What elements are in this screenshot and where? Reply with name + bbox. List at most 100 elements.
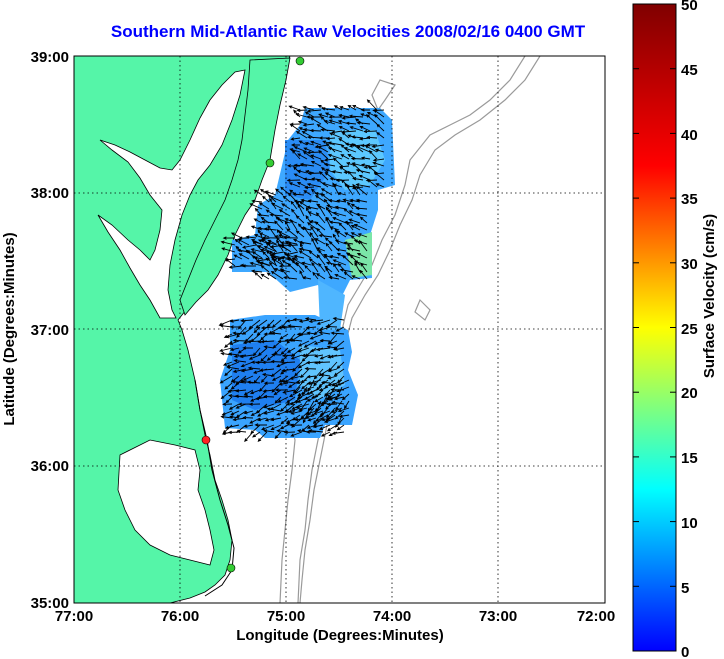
current-vector-arrow	[347, 104, 357, 111]
station-marker-south	[226, 563, 236, 573]
current-vector-arrow	[229, 415, 240, 419]
current-vector-arrow	[233, 254, 243, 260]
current-vector-arrow	[297, 340, 310, 347]
current-vector-arrow	[308, 319, 324, 324]
current-vector-arrow	[262, 195, 270, 203]
current-vector-arrow	[313, 326, 324, 336]
current-vector-arrow	[333, 347, 345, 351]
current-vector-arrow	[278, 209, 291, 217]
current-vector-arrow	[250, 248, 264, 253]
current-vector-arrow	[310, 140, 322, 146]
current-vector-arrow	[345, 121, 357, 125]
current-vector-arrow	[376, 131, 385, 139]
current-vector-arrow	[355, 212, 368, 217]
current-vector-arrow	[328, 275, 340, 280]
current-vector-arrow	[291, 149, 301, 160]
current-vector-arrow	[261, 237, 271, 246]
current-vector-arrow	[261, 220, 277, 224]
current-vector-arrow	[366, 99, 378, 111]
colorbar-ticks	[633, 3, 676, 652]
current-vector-arrow	[279, 333, 289, 340]
current-vector-arrow	[304, 366, 317, 371]
current-vector-arrow	[315, 212, 326, 224]
current-vector-arrow	[263, 245, 278, 253]
colorbar	[632, 3, 677, 652]
current-vector-arrow	[307, 211, 319, 217]
current-vector-arrow	[356, 121, 371, 125]
current-vector-arrow	[260, 339, 275, 344]
current-vector-arrow	[222, 402, 233, 406]
current-vector-arrow	[336, 424, 345, 431]
current-vector-arrow	[259, 232, 270, 238]
current-vector-arrow	[321, 417, 331, 422]
current-vector-arrow	[235, 410, 247, 418]
current-vector-arrow	[295, 113, 308, 118]
current-vector-arrow	[253, 218, 263, 224]
current-vector-arrow	[253, 326, 261, 334]
current-vector-arrow	[302, 123, 315, 127]
current-vector-arrow	[343, 147, 357, 153]
current-vector-arrow	[314, 354, 324, 358]
current-vector-arrow	[245, 235, 257, 239]
current-vector-arrow	[259, 368, 275, 372]
current-vector-arrow	[309, 128, 322, 133]
current-vector-arrow	[333, 396, 345, 401]
current-vector-arrow	[309, 386, 322, 394]
current-vector-arrow	[304, 264, 312, 273]
current-vector-arrow	[373, 171, 385, 181]
current-vector-arrow	[331, 170, 343, 174]
station-marker-upper	[265, 158, 275, 168]
current-vector-arrow	[329, 226, 340, 231]
current-vector-arrow	[296, 379, 308, 385]
current-vector-arrow	[341, 131, 350, 139]
current-vector-arrow	[311, 261, 319, 273]
current-vector-arrow	[286, 178, 301, 183]
current-vector-arrow	[326, 345, 338, 349]
plot-frame	[73, 55, 606, 604]
current-vector-arrow	[361, 156, 371, 160]
current-vector-arrow	[328, 119, 343, 125]
current-vector-arrow	[295, 130, 308, 139]
current-vector-arrow	[287, 262, 298, 273]
current-vector-arrow	[221, 410, 233, 416]
current-vector-arrow	[295, 215, 305, 224]
current-vector-arrow	[306, 375, 317, 379]
current-vector-arrow	[242, 346, 254, 350]
current-vector-arrow	[298, 407, 308, 412]
current-vector-arrow	[229, 319, 240, 323]
current-vector-arrow	[267, 224, 277, 238]
current-vector-arrow	[288, 379, 301, 389]
current-vector-arrow	[363, 129, 378, 134]
current-vector-arrow	[327, 375, 338, 380]
current-vector-arrow	[296, 332, 310, 336]
current-vector-arrow	[288, 182, 301, 188]
current-vector-arrow	[250, 410, 261, 416]
current-vector-arrow	[353, 224, 368, 231]
current-vector-arrow	[290, 200, 298, 210]
current-vector-arrow	[328, 340, 338, 345]
current-vector-arrow	[269, 261, 277, 273]
current-vector-arrow	[221, 247, 236, 253]
current-vector-arrow	[336, 361, 345, 370]
current-vector-arrow	[252, 347, 261, 357]
current-vector-arrow	[330, 331, 345, 335]
current-vector-arrow	[334, 239, 347, 245]
current-vector-arrow	[255, 319, 268, 329]
current-vector-arrow	[360, 108, 371, 112]
current-vector-arrow	[282, 195, 291, 203]
current-vector-arrow	[335, 248, 347, 252]
current-vector-arrow	[367, 179, 378, 188]
colorbar-tick-label: 25	[681, 321, 698, 338]
current-vector-arrow	[281, 368, 296, 373]
current-vector-arrow	[257, 213, 270, 217]
current-vector-arrow	[263, 345, 275, 349]
current-vector-arrow	[259, 188, 270, 196]
current-vector-arrow	[315, 414, 329, 422]
current-vector-arrow	[219, 375, 233, 384]
current-vector-arrow	[374, 148, 385, 153]
current-vector-arrow	[312, 424, 324, 429]
current-vector-arrow	[320, 188, 333, 196]
current-vector-arrow	[329, 177, 343, 181]
current-vector-arrow	[339, 268, 354, 273]
x-tick-label: 72:00	[577, 608, 615, 625]
